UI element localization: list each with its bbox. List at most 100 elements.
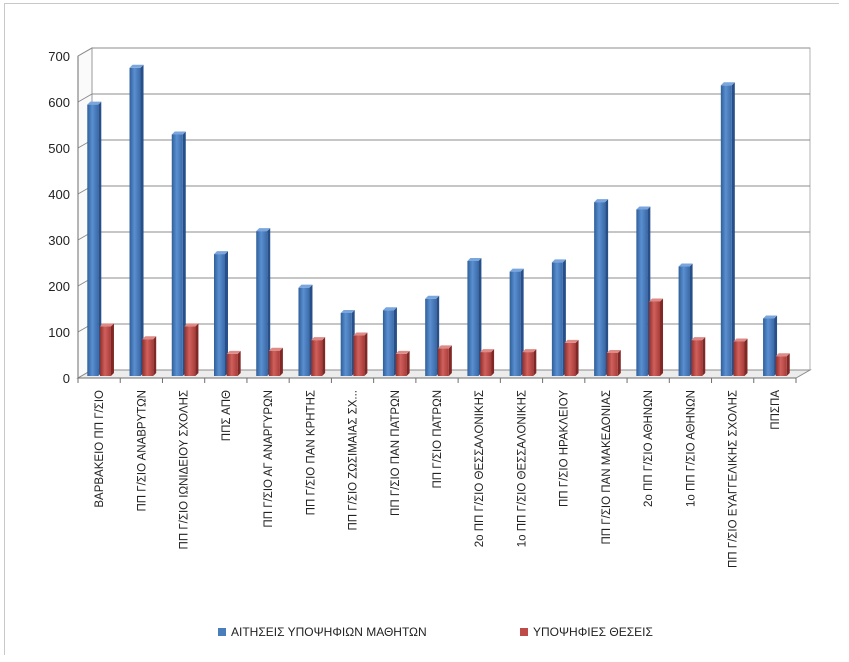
bar-front <box>522 352 534 376</box>
legend-label-applications: ΑΙΤΗΣΕΙΣ ΥΠΟΨΗΦΙΩΝ ΜΑΘΗΤΩΝ <box>231 625 427 639</box>
bar-side <box>224 251 228 376</box>
bar-top <box>213 251 228 255</box>
x-category-label: ΠΠ Γ/ΣΙΟ ΠΑΤΡΩΝ <box>432 390 444 489</box>
bar-top <box>763 315 778 319</box>
bar-applications <box>129 64 144 377</box>
bar-top <box>425 295 440 299</box>
bar-positions <box>733 338 748 376</box>
bar-front <box>184 326 196 376</box>
bar-front <box>480 352 492 376</box>
bar-front <box>467 261 479 376</box>
bar-side <box>702 337 706 376</box>
bar-top <box>298 284 313 288</box>
bar-side <box>617 350 621 376</box>
bar-front <box>649 301 661 376</box>
bar-front <box>395 353 407 376</box>
bar-front <box>551 262 563 376</box>
x-category-label: ΠΠΣ ΑΠΘ <box>221 390 233 441</box>
bar-top <box>564 339 579 343</box>
x-category-label: 1ο ΠΠ Γ/ΣΙΟ ΘΕΣΣΑΛΟΝΙΚΗΣ <box>516 390 528 547</box>
bar-top <box>636 206 651 210</box>
y-tick-label: 200 <box>48 279 70 294</box>
bar-applications <box>720 82 735 376</box>
legend-label-positions: ΥΠΟΨΗΦΙΕΣ ΘΕΣΕΙΣ <box>533 625 653 639</box>
back-wall-rect <box>91 47 811 371</box>
bar-side <box>364 332 368 376</box>
bar-side <box>660 298 664 376</box>
bar-side <box>322 337 326 376</box>
bar-applications <box>425 295 440 376</box>
x-category-label: 2ο ΠΠ Γ/ΣΙΟ ΑΘΗΝΩΝ <box>643 390 655 507</box>
bar-top <box>480 349 495 353</box>
bar-positions <box>99 323 114 376</box>
bar-positions <box>268 347 283 376</box>
x-category-label: ΠΠ Γ/ΣΙΟ ΖΩΣΙΜΑΙΑΣ ΣΧ... <box>348 390 360 531</box>
bar-top <box>382 307 397 311</box>
bar-top <box>129 64 144 68</box>
bar-applications <box>678 263 693 376</box>
bar-positions <box>395 350 410 376</box>
bar-top <box>226 350 241 354</box>
bar-applications <box>213 251 228 376</box>
x-category-label: ΠΠ Γ/ΣΙΟ ΑΝΑΒΡΥΤΩΝ <box>136 390 148 512</box>
bar-side <box>575 339 579 376</box>
bar-front <box>129 67 141 377</box>
bar-front <box>256 231 268 376</box>
chart-frame <box>4 3 839 655</box>
bar-top <box>775 353 790 357</box>
bar-front <box>311 340 323 376</box>
bar-side <box>237 350 241 376</box>
y-tick-label: 500 <box>48 141 70 156</box>
bar-top <box>522 349 537 353</box>
bar-front <box>720 85 732 376</box>
x-category-label: 2ο ΠΠ Γ/ΣΙΟ ΘΕΣΣΑΛΟΝΙΚΗΣ <box>474 390 486 547</box>
bar-top <box>311 337 326 341</box>
bar-applications <box>382 307 397 376</box>
bar-positions <box>522 349 537 376</box>
bar-front <box>733 341 745 376</box>
bar-side <box>491 349 495 376</box>
bar-side <box>605 199 609 376</box>
y-tick-label: 100 <box>48 325 70 340</box>
bar-side <box>98 101 102 376</box>
bar-applications <box>467 258 482 376</box>
bar-front <box>594 202 606 376</box>
x-category-label: ΠΠ Γ/ΣΙΟ ΕΥΑΓΓΕΛΙΚΗΣ ΣΧΟΛΗΣ <box>728 390 740 568</box>
bar-front <box>678 266 690 376</box>
bar-front <box>382 310 394 376</box>
bar-top <box>256 228 271 232</box>
bar-top <box>720 82 735 86</box>
x-category-label: ΠΠΣΠΑ <box>770 390 782 430</box>
bar-front <box>606 353 618 376</box>
y-tick-label: 600 <box>48 95 70 110</box>
x-category-label: ΠΠ Γ/ΣΙΟ ΙΩΝΙΔΕΙΟΥ ΣΧΟΛΗΣ <box>179 390 191 549</box>
x-axis: ΒΑΡΒΑΚΕΙΟ ΠΠ Γ/ΣΙΟ ΠΠ Γ/ΣΙΟ ΑΝΑΒΡΥΤΩΝ ΠΠ Γ… <box>77 377 797 568</box>
bar-top <box>353 332 368 336</box>
x-category-label: ΒΑΡΒΑΚΕΙΟ ΠΠ Γ/ΣΙΟ <box>94 390 106 508</box>
bar-front <box>636 209 648 376</box>
bar-side <box>153 336 157 376</box>
bar-top <box>268 347 283 351</box>
y-tick-label: 700 <box>48 49 70 64</box>
bar-top <box>184 323 199 327</box>
bar-top <box>437 345 452 349</box>
bar-front <box>226 353 238 376</box>
bar-top <box>87 101 102 105</box>
bar-positions <box>311 337 326 376</box>
bar-side <box>140 64 144 377</box>
bar-positions <box>226 350 241 376</box>
x-category-label: ΠΠ Γ/ΣΙΟ ΗΡΑΚΛΕΙΟΥ <box>559 390 571 507</box>
bar-positions <box>184 323 199 376</box>
bar-top <box>733 338 748 342</box>
bar-top <box>649 298 664 302</box>
bar-side <box>478 258 482 376</box>
bar-positions <box>691 337 706 376</box>
bar-front <box>437 348 449 376</box>
bar-top <box>551 259 566 263</box>
bar-applications <box>509 268 524 376</box>
bar-front <box>353 335 365 376</box>
bar-positions <box>142 336 157 376</box>
bar-front <box>691 340 703 376</box>
bar-side <box>267 228 271 376</box>
bar-top <box>142 336 157 340</box>
